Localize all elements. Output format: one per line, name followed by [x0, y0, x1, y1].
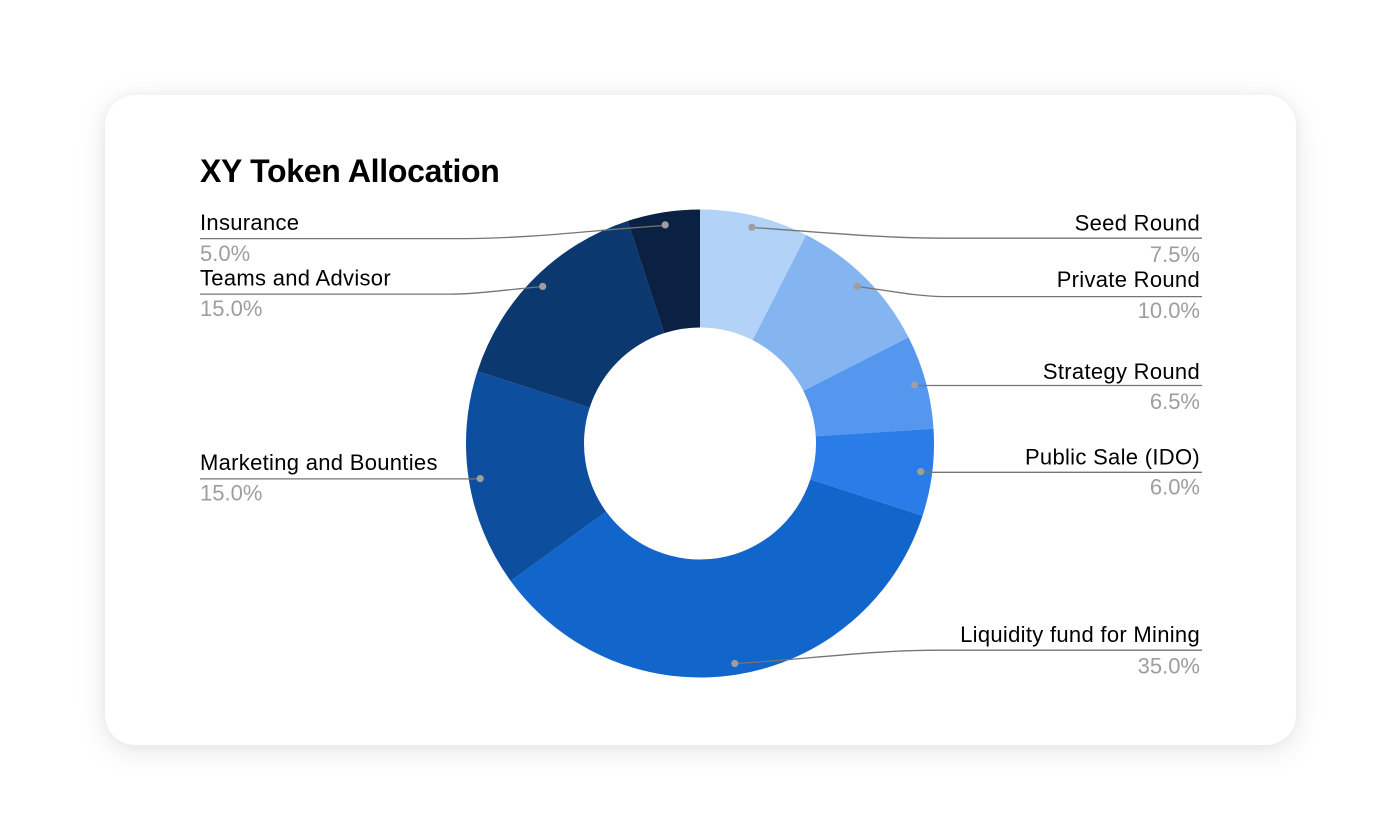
svg-text:Strategy Round: Strategy Round — [1043, 359, 1200, 384]
svg-text:5.0%: 5.0% — [200, 241, 250, 266]
svg-text:Insurance: Insurance — [200, 210, 299, 235]
svg-text:6.5%: 6.5% — [1150, 389, 1200, 414]
svg-text:15.0%: 15.0% — [200, 296, 262, 321]
svg-text:15.0%: 15.0% — [200, 480, 262, 505]
svg-text:7.5%: 7.5% — [1150, 242, 1200, 267]
svg-text:6.0%: 6.0% — [1150, 475, 1200, 500]
svg-text:Public Sale (IDO): Public Sale (IDO) — [1025, 444, 1200, 469]
svg-text:Seed Round: Seed Round — [1075, 211, 1200, 236]
svg-text:Teams and Advisor: Teams and Advisor — [200, 266, 391, 291]
svg-text:35.0%: 35.0% — [1138, 654, 1200, 679]
svg-text:Liquidity fund for Mining: Liquidity fund for Mining — [960, 622, 1200, 647]
svg-text:10.0%: 10.0% — [1138, 298, 1200, 323]
svg-text:Marketing and Bounties: Marketing and Bounties — [200, 450, 438, 475]
svg-text:XY Token Allocation: XY Token Allocation — [200, 153, 500, 189]
svg-text:Private Round: Private Round — [1057, 267, 1200, 292]
